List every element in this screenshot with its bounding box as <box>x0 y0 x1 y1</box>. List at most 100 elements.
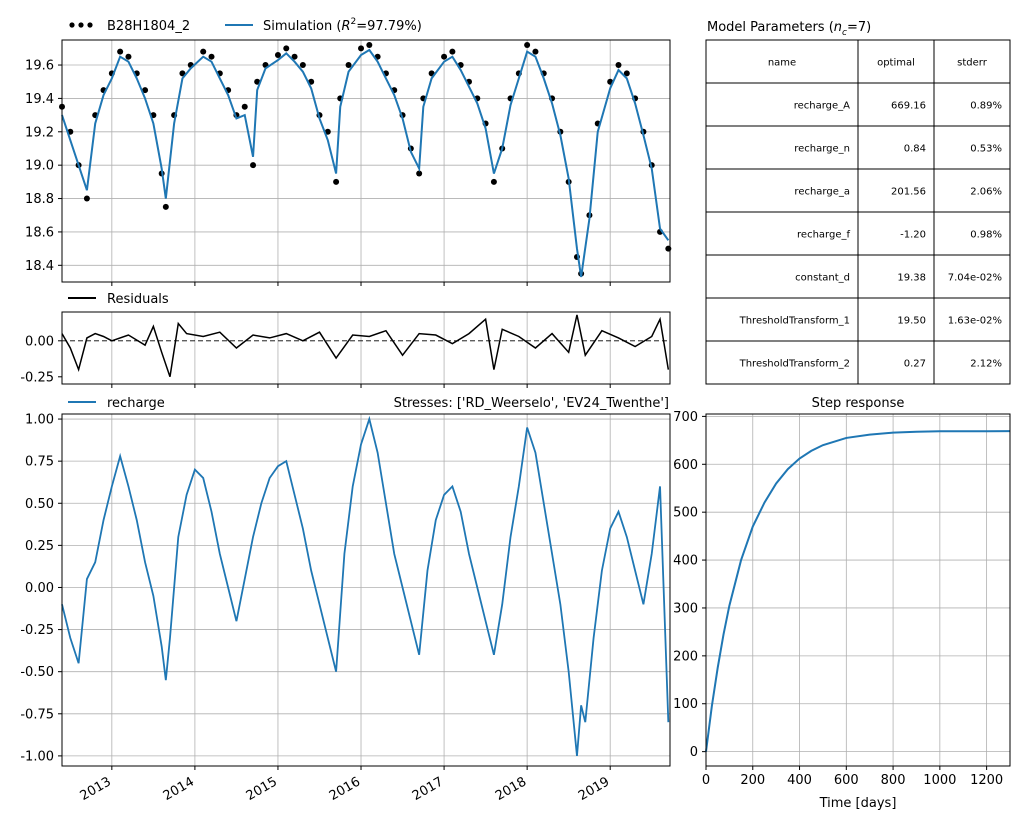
table-cell <box>933 211 1011 256</box>
recharge-x-ticks: 2013 2014 2015 2016 2017 2018 2019 <box>78 766 612 804</box>
x-tick-label: 2016 <box>327 774 363 804</box>
observed-point <box>345 62 352 69</box>
observed-point <box>117 48 124 55</box>
legend-simulation-label: Simulation (R2=97.79%) <box>263 17 422 34</box>
y-tick-label: 600 <box>673 458 698 473</box>
observed-point <box>366 42 373 49</box>
step-y-ticks: 0 100 200 300 400 500 600 700 <box>673 410 706 760</box>
observed-point <box>283 45 290 52</box>
y-tick-label: 19.4 <box>25 92 54 107</box>
step-x-ticks: 0 200 400 600 800 1000 1200 <box>702 766 1003 788</box>
x-tick-label: 2013 <box>78 774 114 804</box>
table-header-label: optimal <box>877 58 915 69</box>
heads-grid <box>62 40 670 282</box>
parameters-table: Model Parameters (nc=7) name optimal stder… <box>705 20 1011 385</box>
y-tick-label: 18.8 <box>25 192 54 207</box>
heads-plot-area <box>62 40 670 282</box>
table-cell <box>933 125 1011 170</box>
observed-point <box>200 48 207 55</box>
recharge-series <box>61 415 670 756</box>
table-cell-value: 669.16 <box>891 101 926 112</box>
table-cell <box>857 254 935 299</box>
y-tick-label: 19.2 <box>25 125 54 140</box>
recharge-line <box>61 415 670 756</box>
observed-point <box>208 53 215 60</box>
residuals-legend: Residuals <box>68 292 169 307</box>
simulation-line <box>61 48 670 278</box>
table-cell-value: 19.50 <box>897 316 926 327</box>
table-cell-value: 0.53% <box>970 144 1002 155</box>
observed-point <box>324 128 331 135</box>
table-cell <box>933 168 1011 213</box>
legend-simulation-var: R <box>341 19 350 34</box>
heads-x-ticks <box>111 282 611 286</box>
observed-point <box>83 195 90 202</box>
step-x-axis-label: Time [days] <box>819 796 897 811</box>
y-tick-label: -1.00 <box>20 749 54 764</box>
observed-point <box>179 70 186 77</box>
step-response-panel: 0 100 200 300 400 500 600 700 0 200 400 600 800 1000… <box>673 410 1011 788</box>
y-tick-label: 18.4 <box>25 259 54 274</box>
table-cell-value: recharge_n <box>794 144 850 155</box>
table-cell-value: constant_d <box>795 273 850 284</box>
x-tick-label: 0 <box>702 773 710 788</box>
y-tick-label: 19.6 <box>25 59 54 74</box>
legend-observed-label: B28H1804_2 <box>107 19 190 34</box>
x-tick-label: 2015 <box>244 774 280 804</box>
y-tick-label: 18.6 <box>25 225 54 240</box>
y-tick-label: 0.00 <box>25 581 54 596</box>
heads-frame <box>61 39 671 283</box>
parameters-title-tail: =7) <box>847 20 871 35</box>
observed-point <box>254 78 261 85</box>
table-cell-value: 19.38 <box>897 273 926 284</box>
residuals-panel: 0.00 -0.25 <box>20 311 671 388</box>
table-header-cell <box>705 39 859 84</box>
table-cell-value: 2.06% <box>970 187 1002 198</box>
x-tick-label: 2017 <box>410 774 446 804</box>
residuals-frame <box>61 311 671 385</box>
x-tick-label: 400 <box>787 773 812 788</box>
observed-point <box>241 103 248 110</box>
legend-simulation-prefix: Simulation ( <box>263 19 341 34</box>
residuals-x-ticks <box>111 384 611 388</box>
observed-point <box>524 42 531 49</box>
legend-recharge-label: recharge <box>107 396 165 411</box>
table-cell-value: 0.89% <box>970 101 1002 112</box>
heads-y-ticks: 18.4 18.6 18.8 19.0 19.2 19.4 19.6 <box>25 59 62 274</box>
table-cell <box>857 82 935 127</box>
observed-point <box>299 62 306 69</box>
table-cell <box>933 340 1011 385</box>
recharge-grid <box>62 414 670 766</box>
table-cell-value: recharge_A <box>794 101 850 112</box>
parameters-table-body: name optimal stderr recharge_A 669.16 0.89% re… <box>705 39 1011 385</box>
observed-point <box>274 52 281 59</box>
x-tick-label: 200 <box>740 773 765 788</box>
y-tick-label: 0.75 <box>25 455 54 470</box>
residuals-series <box>61 314 670 378</box>
table-cell-value: recharge_f <box>797 230 850 241</box>
table-cell <box>705 297 859 342</box>
observed-point <box>490 178 497 185</box>
y-tick-label: 200 <box>673 649 698 664</box>
x-tick-label: 1000 <box>923 773 956 788</box>
observed-point <box>125 53 132 60</box>
recharge-frame <box>61 413 671 767</box>
x-tick-label: 600 <box>834 773 859 788</box>
table-cell <box>705 125 859 170</box>
heads-panel: 18.4 18.6 18.8 19.0 19.2 19.4 19.6 <box>25 39 672 286</box>
table-header-cell <box>933 39 1011 84</box>
observed-point <box>441 53 448 60</box>
y-tick-label: 100 <box>673 697 698 712</box>
x-tick-label: 800 <box>881 773 906 788</box>
observed-point <box>333 178 340 185</box>
residuals-plot-area <box>62 312 670 384</box>
x-tick-label: 2014 <box>161 774 197 804</box>
y-tick-label: -0.25 <box>20 623 54 638</box>
y-tick-label: 700 <box>673 410 698 425</box>
y-tick-label: -0.50 <box>20 665 54 680</box>
legend-observed-marker <box>69 22 75 28</box>
y-tick-label: 0.50 <box>25 497 54 512</box>
y-tick-label: 300 <box>673 601 698 616</box>
y-tick-label: 500 <box>673 506 698 521</box>
